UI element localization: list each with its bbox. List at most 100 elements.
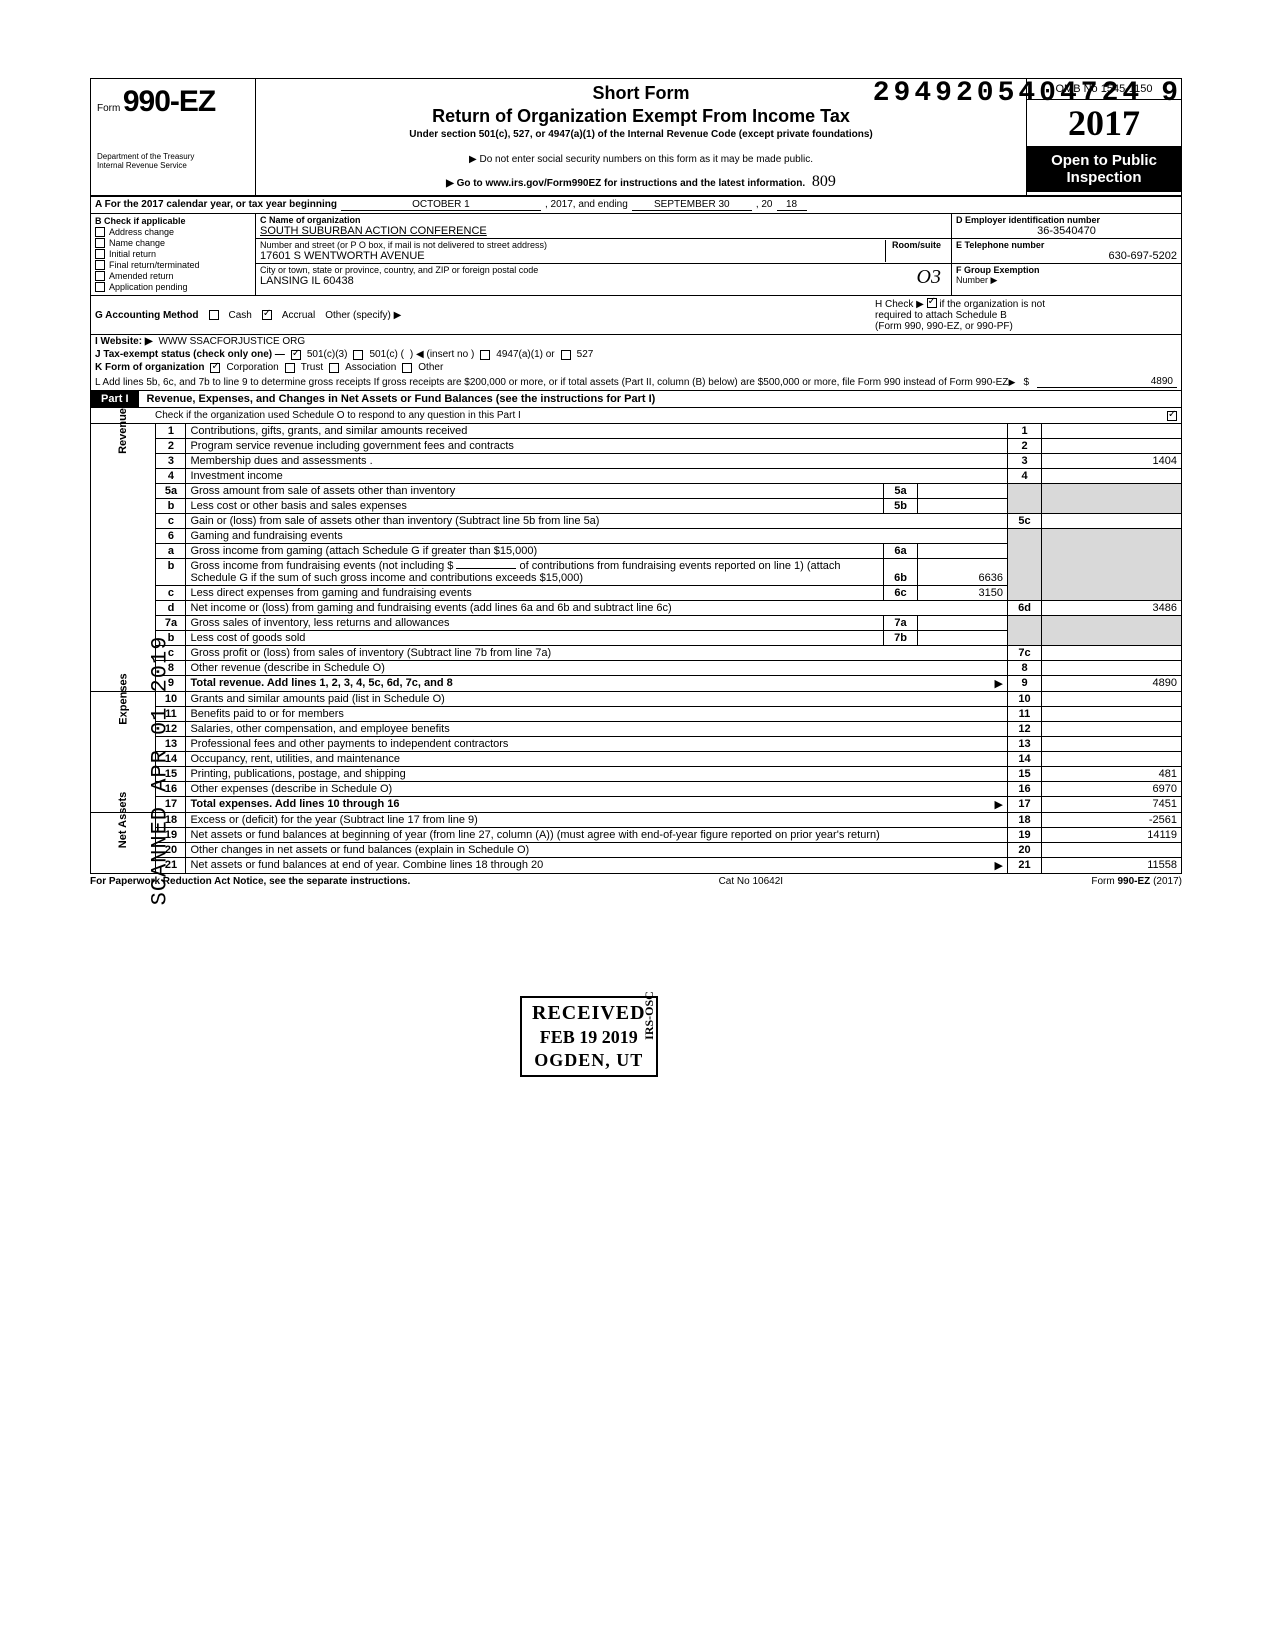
chk-schedule-o[interactable]: [1167, 411, 1177, 421]
chk-other-org[interactable]: [402, 363, 412, 373]
checkbox-icon[interactable]: [95, 260, 105, 270]
amt-18[interactable]: -2561: [1042, 813, 1182, 828]
part1-check-text: Check if the organization used Schedule …: [155, 410, 521, 421]
chk-4947[interactable]: [480, 350, 490, 360]
city-state-zip[interactable]: LANSING IL 60438: [260, 275, 947, 287]
org-name-label: C Name of organization: [260, 215, 941, 225]
amt-15[interactable]: 481: [1042, 767, 1182, 782]
chk-trust[interactable]: [285, 363, 295, 373]
line-8: 8Other revenue (describe in Schedule O)8: [91, 661, 1182, 676]
street-address[interactable]: 17601 S WENTWORTH AVENUE: [260, 250, 885, 262]
ein[interactable]: 36-3540470: [956, 225, 1177, 237]
line-15: 15Printing, publications, postage, and s…: [91, 767, 1182, 782]
chk-accrual[interactable]: [262, 310, 272, 320]
amt-9[interactable]: 4890: [1042, 676, 1182, 692]
telephone[interactable]: 630-697-5202: [956, 250, 1177, 262]
amt-19[interactable]: 14119: [1042, 828, 1182, 843]
footer-mid: Cat No 10642I: [719, 876, 784, 887]
amt-17[interactable]: 7451: [1042, 797, 1182, 813]
fy-end[interactable]: SEPTEMBER 30: [632, 199, 752, 211]
row-a-label: A For the 2017 calendar year, or tax yea…: [95, 199, 337, 210]
sub-5b[interactable]: [918, 499, 1008, 514]
sub-6a[interactable]: [918, 544, 1008, 559]
amt-16[interactable]: 6970: [1042, 782, 1182, 797]
group-exemption-label: F Group Exemption: [956, 265, 1177, 275]
line-2: 2Program service revenue including gover…: [91, 439, 1182, 454]
stamp-scanned: SCANNED APR 01 2019: [147, 636, 172, 906]
fy-yy[interactable]: 18: [777, 199, 807, 211]
chk-cash[interactable]: [209, 310, 219, 320]
amt-5c[interactable]: [1042, 514, 1182, 529]
org-name[interactable]: SOUTH SUBURBAN ACTION CONFERENCE: [260, 225, 947, 237]
line-4: 4Investment income4: [91, 469, 1182, 484]
row-k: K Form of organization Corporation Trust…: [91, 361, 1181, 374]
line-1: Revenue 1Contributions, gifts, grants, a…: [91, 424, 1182, 439]
rows-ijk: I Website: ▶ WWW SSACFORJUSTICE ORG J Ta…: [90, 335, 1182, 374]
footer: For Paperwork Reduction Act Notice, see …: [90, 874, 1182, 889]
amt-8[interactable]: [1042, 661, 1182, 676]
chk-association[interactable]: [329, 363, 339, 373]
amt-11[interactable]: [1042, 707, 1182, 722]
line-21: 21Net assets or fund balances at end of …: [91, 858, 1182, 874]
goto: ▶ Go to www.irs.gov/Form990EZ for instru…: [266, 173, 1016, 191]
ein-label: D Employer identification number: [956, 215, 1177, 225]
line-9: 9Total revenue. Add lines 1, 2, 3, 4, 5c…: [91, 676, 1182, 692]
chk-schedule-b[interactable]: [927, 298, 937, 308]
checkbox-icon[interactable]: [95, 271, 105, 281]
dln-tail: 9: [1161, 78, 1182, 109]
amt-14[interactable]: [1042, 752, 1182, 767]
chk-amended[interactable]: Amended return: [95, 271, 251, 281]
chk-corporation[interactable]: [210, 363, 220, 373]
sub-5a[interactable]: [918, 484, 1008, 499]
chk-final-return[interactable]: Final return/terminated: [95, 260, 251, 270]
part1-title: Revenue, Expenses, and Changes in Net As…: [139, 391, 1181, 407]
block-bcd: B Check if applicable Address change Nam…: [90, 214, 1182, 295]
chk-501c[interactable]: [353, 350, 363, 360]
line-l-text: L Add lines 5b, 6c, and 7b to line 9 to …: [95, 377, 1009, 388]
checkbox-icon[interactable]: [95, 282, 105, 292]
amt-2[interactable]: [1042, 439, 1182, 454]
line-6d: dNet income or (loss) from gaming and fu…: [91, 601, 1182, 616]
chk-application-pending[interactable]: Application pending: [95, 282, 251, 292]
line-l: L Add lines 5b, 6c, and 7b to line 9 to …: [90, 374, 1182, 391]
header-left: Form 990-EZ Department of the Treasury I…: [91, 79, 256, 195]
website[interactable]: WWW SSACFORJUSTICE ORG: [159, 336, 306, 347]
sub-6b[interactable]: 6636: [918, 559, 1008, 586]
sub-7b[interactable]: [918, 631, 1008, 646]
accounting-label: G Accounting Method: [95, 310, 199, 321]
sub-6c[interactable]: 3150: [918, 586, 1008, 601]
amt-7c[interactable]: [1042, 646, 1182, 661]
line-11: 11Benefits paid to or for members11: [91, 707, 1182, 722]
chk-name-change[interactable]: Name change: [95, 238, 251, 248]
amt-3[interactable]: 1404: [1042, 454, 1182, 469]
arrow-icon: ▶: [1009, 377, 1016, 388]
part1-check-row: Check if the organization used Schedule …: [90, 408, 1182, 424]
checkbox-icon[interactable]: [95, 227, 105, 237]
line-19: 19Net assets or fund balances at beginni…: [91, 828, 1182, 843]
amt-12[interactable]: [1042, 722, 1182, 737]
hand-03: O3: [917, 266, 941, 289]
amt-20[interactable]: [1042, 843, 1182, 858]
title-return: Return of Organization Exempt From Incom…: [266, 106, 1016, 127]
sub-7a[interactable]: [918, 616, 1008, 631]
fy-begin[interactable]: OCTOBER 1: [341, 199, 541, 211]
row-h: H Check ▶ if the organization is not req…: [871, 296, 1181, 334]
chk-501c3[interactable]: [291, 350, 301, 360]
amt-4[interactable]: [1042, 469, 1182, 484]
line-l-amount[interactable]: 4890: [1037, 376, 1177, 388]
checkbox-icon[interactable]: [95, 238, 105, 248]
amt-21[interactable]: 11558: [1042, 858, 1182, 874]
amt-6d[interactable]: 3486: [1042, 601, 1182, 616]
col-b: B Check if applicable Address change Nam…: [91, 214, 256, 295]
side-expenses: Expenses: [117, 673, 129, 724]
chk-527[interactable]: [561, 350, 571, 360]
checkbox-icon[interactable]: [95, 249, 105, 259]
chk-address-change[interactable]: Address change: [95, 227, 251, 237]
amt-13[interactable]: [1042, 737, 1182, 752]
amt-10[interactable]: [1042, 692, 1182, 707]
amt-1[interactable]: [1042, 424, 1182, 439]
form-prefix: Form: [97, 103, 120, 114]
line-13: 13Professional fees and other payments t…: [91, 737, 1182, 752]
chk-initial-return[interactable]: Initial return: [95, 249, 251, 259]
line-10: Expenses 10Grants and similar amounts pa…: [91, 692, 1182, 707]
